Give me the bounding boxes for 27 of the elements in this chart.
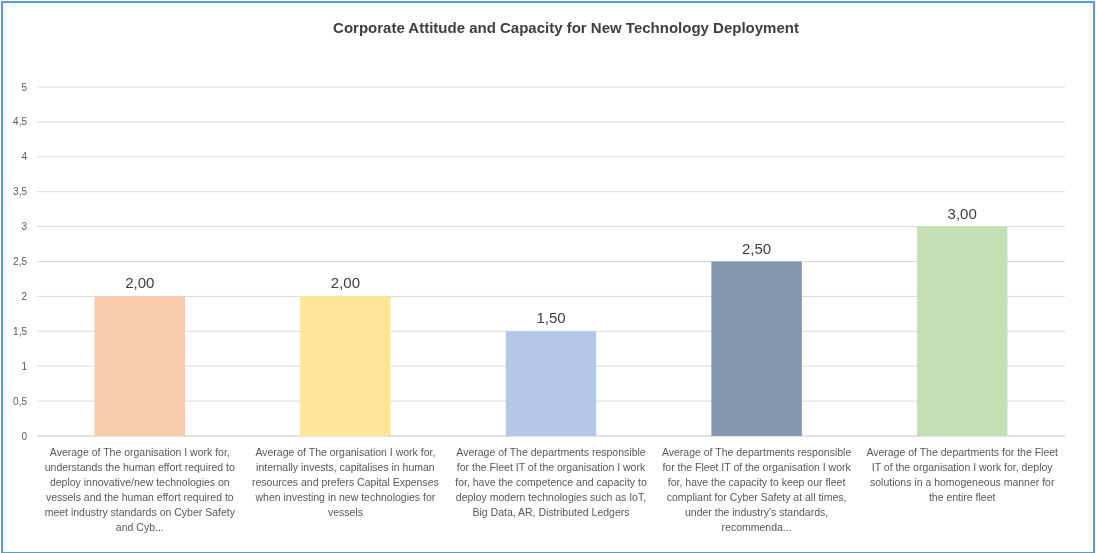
data-label: 2,00 [330, 274, 360, 292]
y-tick-label: 5 [21, 81, 28, 93]
x-tick-label: Average of The departments responsible for the Fleet IT of the organisation I work for, have the competence and capacity to deploy modern technologies such as IoT, Big Data, AR, Distributed Ledgers [455, 446, 647, 518]
data-label: 3,00 [947, 204, 977, 222]
y-tick-label: 1,5 [13, 325, 28, 337]
x-tick-label: Average of The departments for the Fleet IT of the organisation I work for, deploy solutions in a homogeneous manner for the entire fleet [866, 446, 1059, 503]
chart-title: Corporate Attitude and Capacity for New Technology Deployment [333, 19, 799, 36]
y-tick-label: 4,5 [13, 116, 28, 128]
x-tick-label: Average of The organisation I work for, internally invests, capitalises in human resources and prefers Capital Expenses when investing in new technologies for vessels [252, 446, 439, 518]
bar [916, 226, 1008, 436]
bar [711, 261, 802, 436]
y-tick-label: 1 [21, 360, 28, 372]
data-label: 2,00 [125, 274, 155, 292]
x-tick-label: Average of The organisation I work for, understands the human effort required to deploy innovative/new technologies on vessels and the human effort required to meet industry standards on Cyber Safety and Cyb... [44, 446, 236, 533]
y-tick-label: 3 [21, 221, 28, 233]
y-tick-label: 2,5 [13, 256, 28, 267]
data-label: 1,50 [536, 309, 566, 327]
bar [300, 296, 391, 436]
y-tick-label: 3,5 [13, 186, 28, 198]
data-label: 2,50 [742, 239, 772, 257]
x-tick-label: Average of The departments responsible for the Fleet IT of the organisation I work for, have the capacity to keep our fleet compliant for Cyber Safety at all times, under the industry's standards, recommenda... [661, 446, 852, 533]
y-tick-label: 2 [21, 290, 28, 302]
y-tick-label: 0 [21, 430, 28, 442]
bar [94, 296, 186, 436]
y-tick-label: 4 [21, 151, 28, 163]
y-tick-label: 0,5 [13, 395, 28, 407]
bar [505, 331, 597, 436]
